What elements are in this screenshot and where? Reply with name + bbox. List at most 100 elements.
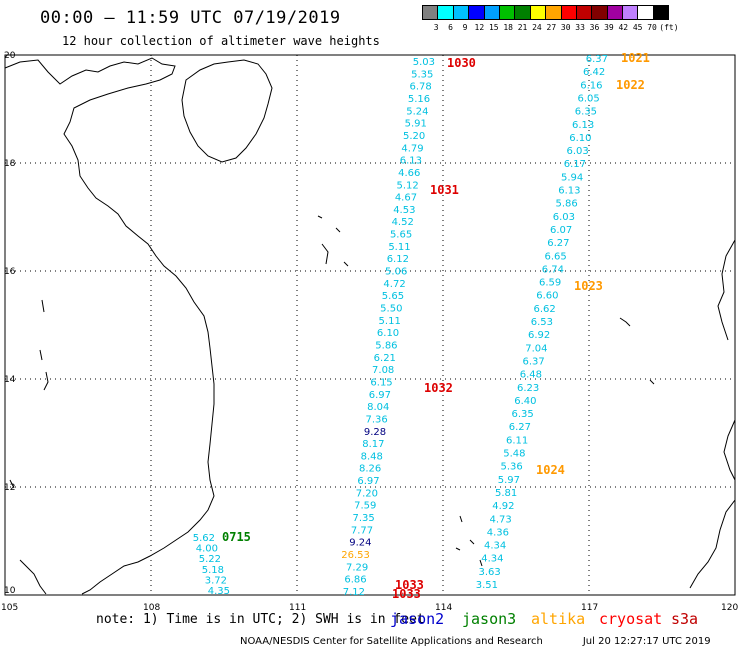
graticule: [5, 55, 735, 595]
satellite-altika: altika: [531, 610, 586, 628]
legend-label: 42: [618, 23, 629, 32]
wave-height-label: 7.36: [366, 414, 388, 425]
wave-height-label: 5.91: [405, 119, 427, 130]
time-label: 1024: [536, 463, 565, 477]
track-3-heights: 5.624.005.225.183.724.35: [193, 533, 230, 597]
wave-height-label: 6.15: [370, 377, 392, 388]
wave-height-label: 8.48: [361, 451, 383, 462]
wave-height-label: 9.24: [349, 538, 371, 549]
wave-height-label: 5.06: [385, 267, 407, 278]
legend-label: 18: [503, 23, 513, 32]
spratly-fragments: [455, 317, 655, 567]
wave-height-label: 6.78: [409, 82, 431, 93]
vietnam-coastline: [4, 57, 215, 595]
legend-label: 27: [546, 23, 557, 32]
wave-height-label: 6.11: [506, 435, 528, 446]
track-2-heights: 6.37 6.42 6.16 6.05 6.35 6.13 6.10 6.03 6.17 5.94…: [476, 54, 608, 591]
longitude-label: 117: [581, 603, 598, 613]
latitude-label: 20: [4, 51, 16, 61]
longitude-label: 105: [1, 603, 18, 613]
wave-height-label: 4.73: [489, 514, 511, 525]
legend-label: 3: [433, 23, 439, 32]
legend-label: 21: [517, 23, 528, 32]
wave-height-label: 5.94: [561, 172, 583, 183]
hainan-island: [181, 59, 273, 163]
latitude-label: 14: [4, 375, 16, 385]
wave-height-label: 5.11: [379, 316, 401, 327]
latitude-label: 18: [4, 159, 16, 169]
legend-label: 12: [474, 23, 485, 32]
wave-height-label: 4.67: [395, 193, 417, 204]
wave-height-label: 6.03: [566, 146, 588, 157]
wave-height-label: 7.12: [343, 587, 365, 598]
wave-height-label: 6.03: [553, 212, 575, 223]
wave-height-label: 6.60: [536, 291, 558, 302]
legend-swatches: [422, 5, 674, 20]
wave-height-label: 5.24: [406, 106, 428, 117]
wave-height-label: 26.53: [341, 550, 370, 561]
legend-label: 15: [488, 23, 499, 32]
wave-height-label: 7.20: [356, 488, 378, 499]
wave-height-label: 6.37: [586, 54, 608, 65]
wave-height-label: 4.52: [392, 217, 414, 228]
wave-height-label: 6.97: [357, 476, 379, 487]
wave-height-label: 5.81: [495, 488, 517, 499]
map-frame: [4, 54, 736, 596]
wave-height-label: 5.48: [503, 449, 525, 460]
wave-height-label: 5.12: [396, 180, 418, 191]
wave-height-label: 6.92: [528, 330, 550, 341]
wave-height-label: 6.97: [369, 390, 391, 401]
wave-height-label: 4.53: [393, 205, 415, 216]
wave-height-label: 4.00: [196, 544, 218, 555]
page-subtitle: 12 hour collection of altimeter wave hei…: [62, 34, 380, 48]
time-label: 0715: [222, 530, 251, 544]
wave-height-label: 5.03: [413, 57, 435, 68]
footer-org: NOAA/NESDIS Center for Satellite Applica…: [240, 636, 543, 647]
wave-height-label: 6.17: [564, 159, 586, 170]
west-coast-fragments: [9, 299, 49, 595]
wave-height-label: 5.11: [388, 242, 410, 253]
wave-height-label: 5.65: [382, 291, 404, 302]
longitude-label: 114: [435, 603, 452, 613]
wave-height-label: 6.10: [569, 133, 591, 144]
legend-label: 9: [462, 23, 468, 32]
satellite-jason3: jason3: [462, 610, 517, 628]
wave-height-label: 6.23: [517, 383, 539, 394]
wave-height-label: 6.13: [558, 186, 580, 197]
legend-label: 24: [532, 23, 542, 32]
wave-height-label: 7.59: [354, 501, 376, 512]
latitude-label: 12: [4, 483, 15, 493]
wave-height-label: 5.20: [403, 131, 425, 142]
wave-height-label: 6.42: [583, 67, 605, 78]
wave-height-label: 6.86: [344, 575, 366, 586]
legend-label: 39: [604, 23, 614, 32]
wave-height-label: 5.86: [375, 340, 397, 351]
wave-height-label: 3.63: [478, 567, 500, 578]
latitude-label: 10: [4, 586, 16, 596]
longitude-label: 108: [143, 603, 160, 613]
wave-height-label: 6.07: [550, 225, 572, 236]
wave-height-label: 7.29: [346, 562, 368, 573]
satellite-cryosat: cryosat: [599, 610, 663, 628]
wave-height-label: 6.16: [580, 80, 602, 91]
legend-label: 36: [589, 23, 600, 32]
wave-height-label: 5.86: [555, 199, 577, 210]
legend-swatch: [652, 5, 670, 20]
wave-height-label: 5.65: [390, 230, 412, 241]
time-label: 1021: [621, 51, 650, 65]
wave-height-label: 6.62: [533, 304, 555, 315]
wave-height-label: 6.53: [531, 317, 553, 328]
wave-height-label: 5.62: [193, 533, 215, 544]
wave-height-label: 4.66: [398, 168, 420, 179]
legend-labels: 3 6 9 12 15 18 21 24 27 30 33 36 39 42 45 70 (ft): [422, 23, 679, 32]
wave-height-label: 5.36: [500, 462, 522, 473]
wave-height-label: 4.72: [383, 279, 405, 290]
wave-height-label: 4.35: [208, 586, 230, 597]
color-legend: 3 6 9 12 15 18 21 24 27 30 33 36 39 42 45 70 (ft): [422, 5, 679, 32]
wave-height-label: 7.04: [525, 343, 547, 354]
wave-height-label: 6.35: [511, 409, 533, 420]
wave-height-label: 6.74: [542, 264, 564, 275]
wave-height-label: 4.92: [492, 501, 514, 512]
